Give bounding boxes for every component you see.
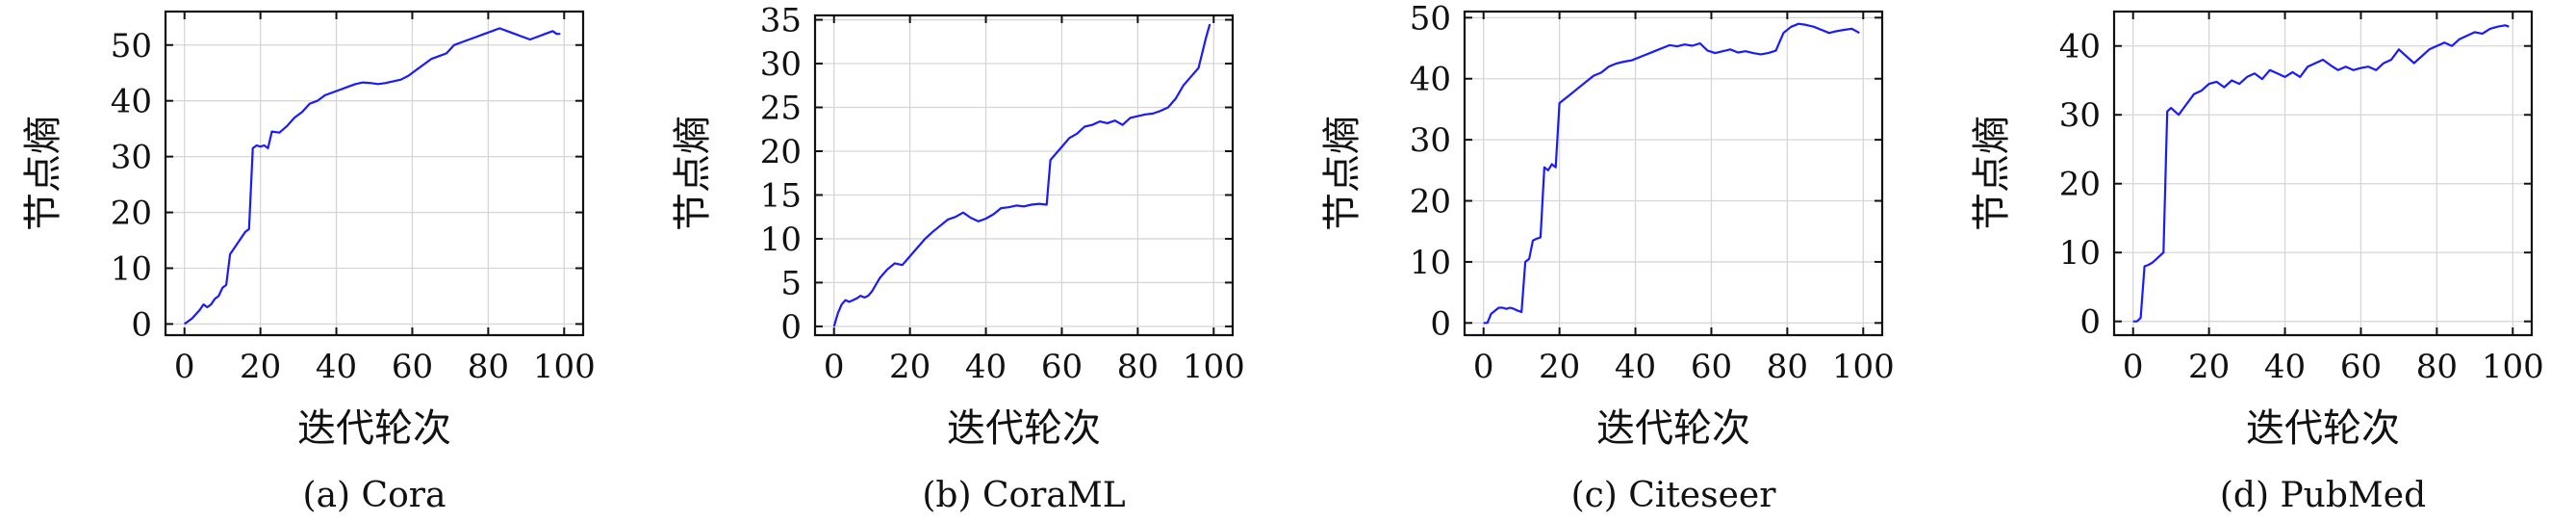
y-tick-label: 40 (2059, 28, 2101, 66)
y-tick-label: 0 (131, 305, 152, 344)
x-tick-label: 0 (824, 348, 845, 386)
y-tick-label: 30 (1410, 121, 1451, 160)
x-tick-label: 60 (2340, 348, 2382, 386)
x-tick-label: 60 (392, 348, 433, 386)
y-tick-label: 10 (760, 221, 802, 259)
x-tick-label: 60 (1691, 348, 1732, 386)
y-tick-label: 50 (1410, 0, 1451, 38)
y-tick-label: 40 (1410, 61, 1451, 99)
y-axis-title-cora: 节点熵 (21, 116, 65, 231)
chart-pubmed: 0 20 40 60 80 100 0 10 20 30 40 (d) PubMed 迭代轮次 节点… (1970, 10, 2544, 515)
caption-pubmed: (d) PubMed (2220, 476, 2426, 515)
x-tick-label: 80 (1767, 348, 1808, 386)
y-axis-title-citeseer: 节点熵 (1320, 116, 1365, 231)
series-line (184, 27, 561, 326)
y-tick-label: 0 (1430, 304, 1451, 343)
y-tick-label: 35 (760, 2, 802, 40)
y-tick-label: 0 (2079, 303, 2101, 342)
plot-frame (2112, 10, 2534, 337)
plot-frame (813, 13, 1235, 337)
x-tick-label: 20 (2188, 348, 2230, 386)
x-tick-label: 0 (1473, 348, 1494, 386)
x-tick-label: 0 (2123, 348, 2144, 386)
y-tick-label: 20 (2059, 166, 2101, 204)
x-tick-label: 80 (468, 348, 509, 386)
series-line (1483, 22, 1860, 325)
x-tick-label: 40 (1615, 348, 1656, 386)
x-tick-label: 100 (1832, 348, 1895, 386)
x-tick-label: 100 (1183, 348, 1245, 386)
y-tick-label: 50 (111, 27, 152, 65)
y-tick-label: 5 (780, 264, 802, 302)
x-axis-title-coraml: 迭代轮次 (947, 406, 1101, 451)
y-tick-label: 30 (2059, 96, 2101, 135)
x-tick-label: 40 (965, 348, 1007, 386)
y-tick-label: 10 (1410, 244, 1451, 282)
chart-citeseer: 0 20 40 60 80 100 0 10 20 30 40 50 (c) Citeseer 迭代轮… (1320, 0, 1895, 515)
caption-citeseer: (c) Citeseer (1571, 476, 1777, 515)
x-tick-label: 80 (2416, 348, 2458, 386)
caption-coraml: (b) CoraML (922, 476, 1125, 515)
x-tick-label: 40 (2264, 348, 2306, 386)
plot-frame (1463, 10, 1884, 337)
y-axis-title-pubmed: 节点熵 (1970, 116, 2014, 231)
x-tick-label: 80 (1117, 348, 1159, 386)
x-tick-label: 20 (1539, 348, 1580, 386)
plot-area: 0 20 40 60 80 100 0 10 20 30 40 (2059, 10, 2544, 386)
x-axis-title-cora: 迭代轮次 (297, 406, 451, 451)
series-line (832, 23, 1211, 327)
y-tick-label: 10 (2059, 234, 2101, 273)
y-axis-title-coraml: 节点熵 (671, 116, 715, 231)
x-tick-label: 100 (2482, 348, 2544, 386)
x-tick-label: 20 (240, 348, 281, 386)
x-axis-title-pubmed: 迭代轮次 (2246, 406, 2400, 451)
series-line (2132, 24, 2510, 323)
y-tick-label: 20 (1410, 183, 1451, 222)
y-tick-label: 0 (780, 308, 802, 347)
x-tick-label: 100 (533, 348, 596, 386)
y-tick-label: 30 (760, 45, 802, 84)
plot-area: 0 20 40 60 80 100 0 5 10 15 20 25 30 35 (760, 2, 1245, 386)
y-tick-label: 15 (760, 176, 802, 215)
x-axis-title-citeseer: 迭代轮次 (1596, 406, 1750, 451)
x-tick-label: 40 (316, 348, 357, 386)
y-tick-label: 20 (760, 133, 802, 171)
y-tick-label: 30 (111, 139, 152, 177)
chart-cora: 0 20 40 60 80 100 0 10 20 30 40 50 (a) Cora 迭代轮次 节点… (21, 10, 596, 515)
y-tick-label: 20 (111, 195, 152, 233)
plot-area: 0 20 40 60 80 100 0 10 20 30 40 50 (111, 10, 596, 386)
x-tick-label: 20 (889, 348, 931, 386)
x-tick-label: 0 (174, 348, 195, 386)
x-tick-label: 60 (1041, 348, 1083, 386)
y-tick-label: 10 (111, 249, 152, 288)
chart-coraml: 0 20 40 60 80 100 0 5 10 15 20 25 30 35 (b) CoraML 迭代… (671, 2, 1245, 515)
y-tick-label: 25 (760, 90, 802, 128)
plot-frame (164, 10, 585, 337)
caption-cora: (a) Cora (303, 476, 446, 515)
plot-area: 0 20 40 60 80 100 0 10 20 30 40 50 (1410, 0, 1895, 386)
y-tick-label: 40 (111, 83, 152, 121)
